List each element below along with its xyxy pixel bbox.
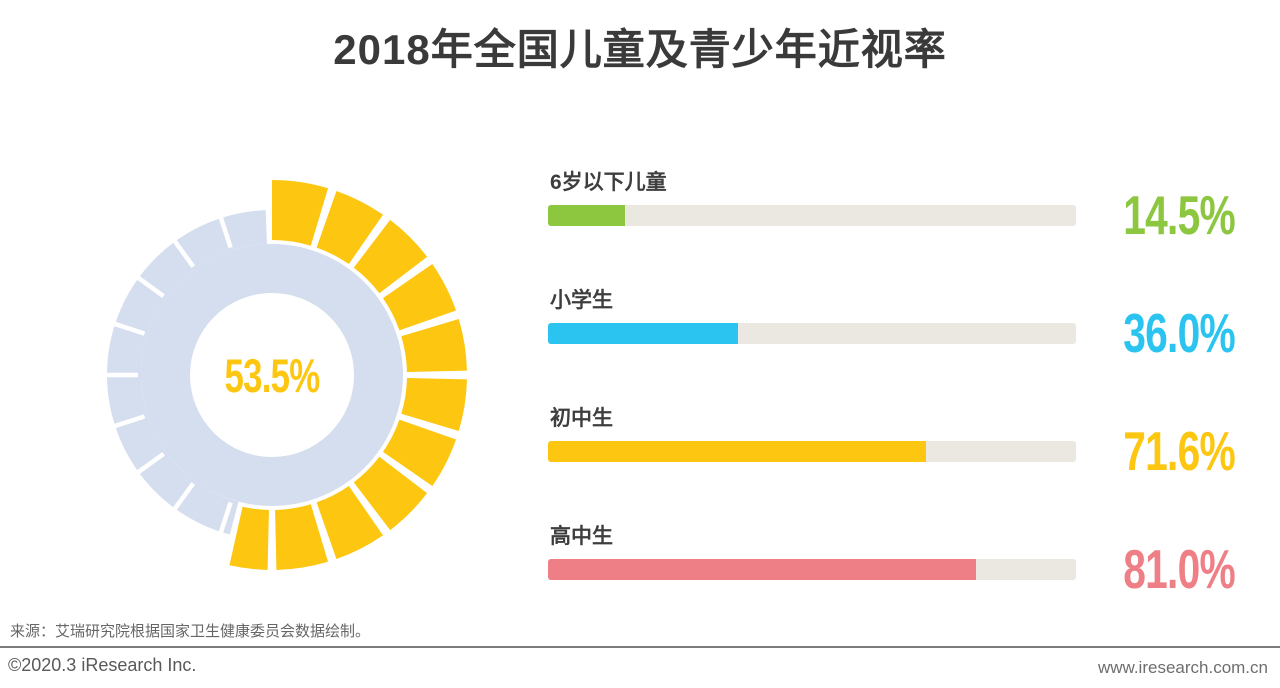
chart-title: 2018年全国儿童及青少年近视率 [333,26,947,73]
bar-label: 小学生 [550,289,613,312]
bar-track [548,323,1076,344]
bar-fill [548,323,739,344]
bar-row-under-6: 6岁以下儿童 14.5% [548,166,1236,268]
bar-label: 初中生 [550,407,613,430]
copyright-text: ©2020.3 iResearch Inc. [8,655,197,675]
bar-track [548,441,1076,462]
donut-gauge-chart [105,180,467,570]
bar-row-senior-high: 高中生 81.0% [548,520,1236,622]
bar-row-junior-high: 初中生 71.6% [548,402,1236,504]
bar-value: 36.0% [1123,302,1235,364]
bar-value: 71.6% [1123,420,1235,482]
bar-row-primary-school: 小学生 36.0% [548,284,1236,386]
bar-label: 高中生 [550,525,613,548]
bar-label: 6岁以下儿童 [550,171,667,194]
bar-value: 81.0% [1123,538,1235,600]
donut-center-value: 53.5% [224,348,321,402]
bar-fill [548,559,976,580]
bar-value: 14.5% [1123,184,1235,246]
bar-fill [548,205,625,226]
bar-track [548,205,1076,226]
bar-fill [548,441,927,462]
bar-track [548,559,1076,580]
website-url: www.iresearch.com.cn [1097,658,1268,677]
footer-divider [0,646,1280,648]
source-note: 来源：艾瑞研究院根据国家卫生健康委员会数据绘制。 [10,623,371,640]
